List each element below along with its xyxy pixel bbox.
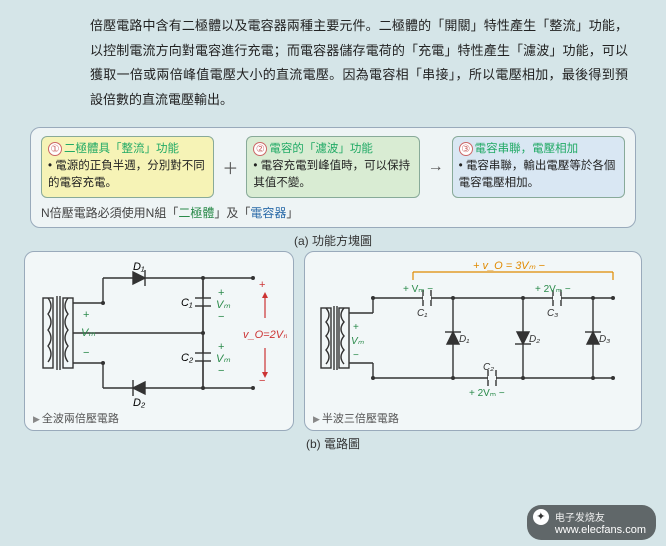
block-1-title: 二極體具「整流」功能: [64, 143, 179, 155]
block-3: ③電容串聯，電壓相加 • 電容串聯，輸出電壓等於各個電容電壓相加。: [452, 136, 625, 198]
vo-label: v_O=2Vₘ: [243, 329, 287, 341]
intro-paragraph: 倍壓電路中含有二極體以及電容器兩種主要元件。二極體的「開關」特性產生「整流」功能…: [0, 0, 666, 123]
svg-text:+ 2Vₘ −: + 2Vₘ −: [469, 388, 505, 399]
block-2-body: • 電容充電到峰值時，可以保持其值不變。: [253, 158, 412, 193]
svg-text:−: −: [353, 350, 359, 361]
svg-text:D₃: D₃: [599, 334, 610, 345]
caption-b: (b) 電路圖: [0, 435, 666, 452]
svg-text:Vₘ: Vₘ: [81, 327, 95, 339]
block-2: ②電容的「濾波」功能 • 電容充電到峰值時，可以保持其值不變。: [246, 136, 419, 198]
plus-op: ＋: [220, 155, 240, 179]
block-3-num: ③: [459, 142, 473, 156]
c2-label: C₂: [181, 352, 194, 364]
svg-text:−: −: [83, 347, 89, 359]
svg-text:Vₘ: Vₘ: [351, 336, 365, 347]
function-block-panel: ①二極體具「整流」功能 • 電源的正負半週，分別對不同的電容充電。 ＋ ②電容的…: [30, 127, 636, 228]
block-1-num: ①: [48, 142, 62, 156]
arrow-op: →: [426, 158, 446, 176]
svg-text:Vₘ: Vₘ: [216, 299, 230, 311]
block-footer: N倍壓電路必須使用N組「二極體」及「電容器」: [41, 204, 625, 221]
svg-text:+: +: [218, 287, 224, 299]
d1-label: D₁: [133, 261, 145, 273]
svg-text:+ Vₘ −: + Vₘ −: [403, 284, 433, 295]
block-3-body: • 電容串聯，輸出電壓等於各個電容電壓相加。: [459, 158, 618, 193]
d2-label: D₂: [133, 397, 146, 408]
svg-text:D₂: D₂: [529, 334, 540, 345]
caption-a: (a) 功能方塊圖: [0, 232, 666, 249]
svg-text:+: +: [353, 322, 359, 333]
circuit-fullwave-doubler: D₁ D₂ C₁ C₂ + Vₘ − +Vₘ− +Vₘ− + v_O=2Vₘ −: [24, 251, 294, 431]
vo3-label: + v_O = 3Vₘ −: [473, 260, 546, 272]
svg-text:D₁: D₁: [459, 334, 469, 345]
svg-text:+: +: [259, 279, 265, 291]
watermark-brand: 电子发烧友: [555, 513, 605, 524]
watermark: ✦ 电子发烧友 www.elecfans.com: [527, 505, 656, 540]
circuit-row: D₁ D₂ C₁ C₂ + Vₘ − +Vₘ− +Vₘ− + v_O=2Vₘ −: [0, 251, 666, 431]
block-2-num: ②: [253, 142, 267, 156]
right-circuit-label: 半波三倍壓電路: [313, 410, 633, 426]
block-3-title: 電容串聯，電壓相加: [475, 143, 579, 155]
svg-text:Vₘ: Vₘ: [216, 353, 230, 365]
c1-label: C₁: [181, 297, 193, 309]
block-1-body: • 電源的正負半週，分別對不同的電容充電。: [48, 158, 207, 193]
block-1: ①二極體具「整流」功能 • 電源的正負半週，分別對不同的電容充電。: [41, 136, 214, 198]
left-circuit-label: 全波兩倍壓電路: [33, 410, 285, 426]
svg-text:+ 2Vₘ −: + 2Vₘ −: [535, 284, 571, 295]
svg-text:+: +: [83, 309, 89, 321]
svg-text:+: +: [218, 341, 224, 353]
watermark-icon: ✦: [533, 509, 549, 525]
svg-text:C₁: C₁: [417, 308, 427, 319]
watermark-url: www.elecfans.com: [555, 524, 646, 536]
svg-text:−: −: [218, 311, 224, 323]
svg-text:C₂: C₂: [483, 362, 494, 373]
circuit-halfwave-tripler: + v_O = 3Vₘ −: [304, 251, 642, 431]
svg-text:C₃: C₃: [547, 308, 558, 319]
svg-text:−: −: [218, 365, 224, 377]
block-2-title: 電容的「濾波」功能: [269, 143, 373, 155]
